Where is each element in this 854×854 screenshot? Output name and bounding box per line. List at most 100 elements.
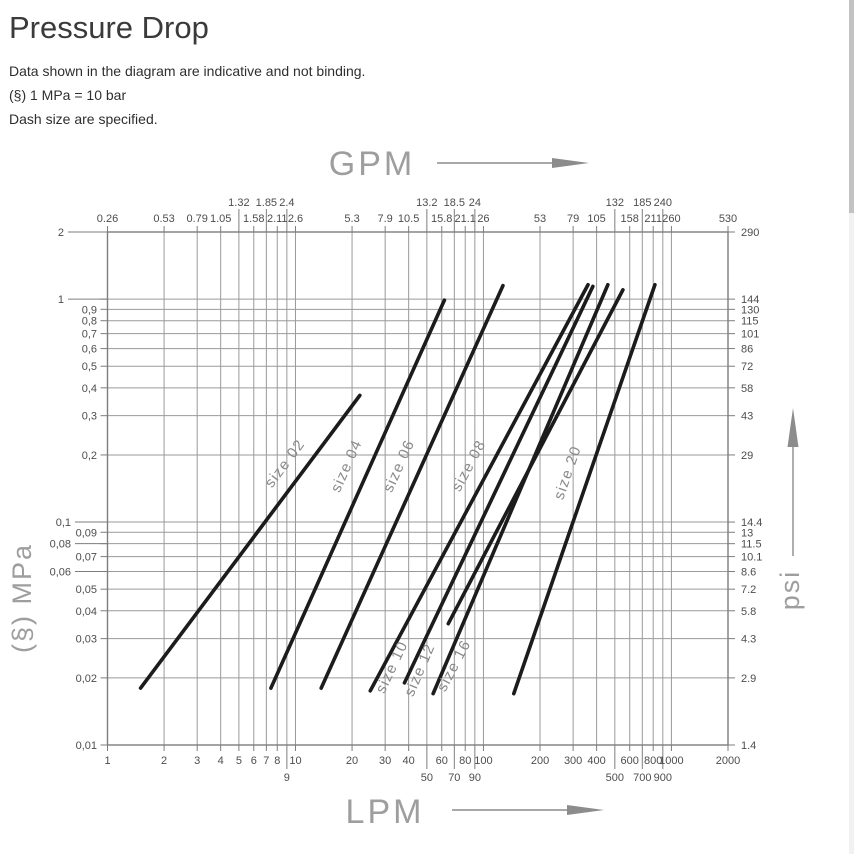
axis-titles: GPM LPM (§) MPa psi [7, 145, 805, 831]
gpm-tick-label: 0.26 [97, 213, 118, 225]
gpm-tick-label: 0.53 [153, 213, 174, 225]
psi-tick-label: 8.6 [741, 567, 756, 579]
series-line-size-10 [402, 284, 595, 685]
x-tick-label: 60 [436, 755, 448, 767]
psi-tick-label: 10.1 [741, 552, 762, 564]
right-axis-title: psi [775, 570, 805, 611]
gpm-tick-label: 26 [477, 213, 489, 225]
left-axis-title: (§) MPa [7, 543, 37, 653]
gpm-tick-label: 10.5 [398, 213, 419, 225]
gpm-tick-label: 2.4 [279, 197, 294, 209]
gpm-tick-label: 18.5 [444, 197, 465, 209]
series-line-size-02 [138, 393, 362, 690]
x-tick-label: 800 [644, 755, 662, 767]
series-line-size-16 [446, 288, 625, 626]
x-tick-label: 400 [587, 755, 605, 767]
mpa-tick-label: 0,05 [76, 584, 97, 596]
mpa-tick-label: 0,03 [76, 634, 97, 646]
psi-tick-label: 29 [741, 450, 753, 462]
gpm-tick-label: 53 [534, 213, 546, 225]
x-tick-label: 700 [633, 772, 651, 784]
x-tick-label: 5 [236, 755, 242, 767]
x-tick-label: 300 [564, 755, 582, 767]
scrollbar-track[interactable] [849, 0, 854, 854]
mpa-tick-label: 0,5 [82, 361, 97, 373]
gpm-arrow-head [552, 158, 589, 168]
psi-tick-label: 58 [741, 383, 753, 395]
mpa-tick-label: 0,09 [76, 527, 97, 539]
plot-frame [106, 231, 729, 746]
psi-tick-label: 7.2 [741, 584, 756, 596]
mpa-tick-label: 0,8 [82, 316, 97, 328]
gpm-tick-label: 240 [654, 197, 672, 209]
scrollbar-thumb[interactable] [849, 0, 854, 213]
mpa-tick-label: 0,04 [76, 606, 97, 618]
mpa-tick-label: 0,9 [82, 304, 97, 316]
x-tick-label: 9 [284, 772, 290, 784]
x-tick-label: 1000 [659, 755, 683, 767]
x-tick-label: 4 [218, 755, 224, 767]
page-title: Pressure Drop [9, 10, 209, 45]
x-tick-label: 50 [421, 772, 433, 784]
gpm-tick-label: 1.05 [210, 213, 231, 225]
x-tick-label: 80 [459, 755, 471, 767]
x-tick-label: 600 [621, 755, 639, 767]
psi-tick-label: 43 [741, 411, 753, 423]
psi-tick-label: 1.4 [741, 740, 756, 752]
x-tick-label: 900 [654, 772, 672, 784]
gpm-tick-label: 21.1 [455, 213, 476, 225]
gpm-tick-label: 1.32 [228, 197, 249, 209]
gpm-tick-label: 132 [606, 197, 624, 209]
mpa-tick-label: 0,7 [82, 329, 97, 341]
mpa-tick-label: 0,1 [56, 517, 71, 529]
x-tick-label: 3 [194, 755, 200, 767]
mpa-tick-label: 1 [58, 294, 64, 306]
series-line-size-08 [368, 282, 590, 693]
series-lines [138, 282, 657, 696]
gpm-tick-label: 2.11 [267, 213, 288, 225]
top-axis-title: GPM [329, 145, 415, 183]
x-tick-label: 200 [531, 755, 549, 767]
x-tick-label: 6 [251, 755, 257, 767]
gridlines [107, 231, 729, 746]
x-tick-label: 7 [263, 755, 269, 767]
psi-tick-label: 14.4 [741, 517, 762, 529]
x-tick-label: 30 [379, 755, 391, 767]
psi-tick-label: 115 [741, 316, 759, 328]
x-tick-label: 40 [403, 755, 415, 767]
psi-tick-label: 13 [741, 527, 753, 539]
x-tick-label: 2 [161, 755, 167, 767]
series-line-size-20 [511, 282, 657, 696]
gpm-tick-label: 24 [469, 197, 481, 209]
mpa-tick-label: 0,08 [50, 539, 71, 551]
x-tick-label: 8 [274, 755, 280, 767]
mpa-tick-label: 0,4 [82, 383, 97, 395]
psi-tick-label: 101 [741, 329, 759, 341]
lpm-arrow-head [567, 805, 604, 815]
psi-tick-label: 11.5 [741, 539, 762, 551]
gpm-tick-label: 7.9 [378, 213, 393, 225]
gpm-tick-label: 15.8 [431, 213, 452, 225]
psi-tick-label: 130 [741, 304, 759, 316]
series-label-size-20: size 20 [551, 443, 585, 501]
gpm-tick-label: 2.6 [288, 213, 303, 225]
psi-tick-label: 290 [741, 227, 759, 239]
x-tick-label: 1 [104, 755, 110, 767]
gpm-tick-label: 1.85 [256, 197, 277, 209]
mpa-tick-label: 0,01 [76, 740, 97, 752]
x-tick-label: 100 [474, 755, 492, 767]
x-tick-label: 90 [469, 772, 481, 784]
gpm-tick-label: 0.79 [186, 213, 207, 225]
psi-tick-label: 72 [741, 361, 753, 373]
series-label-size-02: size 02 [262, 436, 309, 491]
note-indicative: Data shown in the diagram are indicative… [9, 63, 366, 79]
mpa-tick-label: 0,3 [82, 411, 97, 423]
gpm-tick-label: 211 [644, 213, 662, 225]
mpa-tick-label: 0,2 [82, 450, 97, 462]
x-tick-label: 20 [346, 755, 358, 767]
series-line-size-04 [269, 298, 447, 690]
gpm-tick-label: 158 [621, 213, 639, 225]
